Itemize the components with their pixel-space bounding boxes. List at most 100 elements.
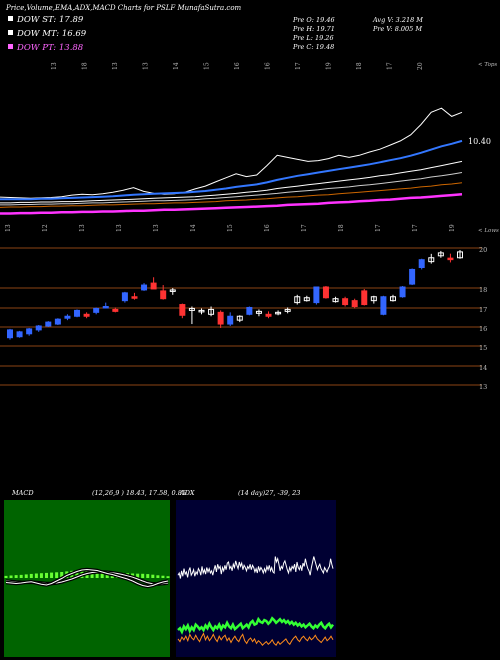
- candle-body: [7, 329, 13, 339]
- top-date-label: 16: [265, 62, 272, 70]
- candle-body: [121, 292, 128, 302]
- chart-title: Price,Volume,EMA,ADX,MACD Charts for PSL…: [5, 4, 242, 12]
- candle-body: [16, 331, 23, 338]
- chart-header: Price,Volume,EMA,ADX,MACD Charts for PSL…: [5, 4, 423, 53]
- plus-di-line: [177, 616, 335, 635]
- candle-body: [284, 308, 291, 312]
- candle-body: [54, 318, 61, 325]
- top-date-label: 13: [51, 62, 58, 70]
- candle-body: [275, 311, 282, 315]
- candle-body: [83, 313, 90, 317]
- candle-body: [351, 300, 358, 307]
- bottom-date-label: 13: [153, 224, 160, 232]
- bottom-date-label: 17: [412, 224, 419, 232]
- macd-background: [4, 500, 170, 657]
- top-date-label: 20: [417, 62, 424, 70]
- price-panel: 20 18 17 16 15 14 13: [0, 246, 487, 391]
- top-date-label: 17: [387, 62, 394, 70]
- top-date-label: 13: [112, 62, 119, 70]
- candle-body: [437, 252, 444, 257]
- candle-body: [265, 313, 272, 317]
- ema-series-line: [0, 107, 463, 199]
- candle-body: [169, 289, 176, 292]
- candle-body: [64, 315, 71, 319]
- candle-body: [313, 286, 320, 304]
- candle-body: [112, 308, 119, 312]
- adx-background: [176, 500, 336, 657]
- candle-body: [399, 286, 406, 298]
- price-tick-label: 18: [479, 286, 487, 294]
- candle-body: [246, 306, 253, 315]
- top-date-label: 13: [143, 62, 150, 70]
- candle-body: [35, 325, 42, 331]
- bottom-date-label: 17: [301, 224, 308, 232]
- adx-line: [177, 556, 334, 579]
- minus-di-line: [177, 632, 334, 646]
- candle-body: [361, 290, 368, 306]
- candle-body: [26, 328, 33, 335]
- macd-title: MACD: [11, 489, 34, 497]
- candle-body: [447, 257, 454, 261]
- ema-series-line: [0, 160, 463, 204]
- candle-body: [45, 321, 52, 327]
- price-tick-label: 14: [479, 364, 487, 372]
- stat-left: Pre C: 19.48: [292, 43, 334, 51]
- price-tick-label: 13: [479, 383, 487, 391]
- top-date-label: 16: [234, 62, 241, 70]
- price-tick-label: 20: [479, 246, 487, 254]
- ema-panel: 13 18 13 13 14 15 16 16 17 19 18 17 20 13 12 13 13 13 14 15…: [0, 62, 499, 234]
- candle-body: [342, 298, 349, 306]
- price-tick-label: 16: [479, 325, 487, 333]
- candle-body: [332, 298, 339, 303]
- top-date-label: 18: [82, 62, 89, 70]
- stat-left: Pre H: 19.71: [292, 25, 335, 33]
- adx-panel: ADX (14 day)27, -39, 23: [176, 489, 336, 657]
- lows-label: < Lows: [478, 228, 499, 234]
- candle-body: [227, 315, 234, 325]
- bottom-date-label: 15: [227, 224, 234, 232]
- candle-body: [303, 297, 310, 302]
- candle-body: [418, 259, 425, 269]
- candle-body: [322, 286, 329, 299]
- top-date-label: 19: [326, 62, 333, 70]
- ema-series-line: [0, 139, 463, 201]
- bottom-date-label: 16: [264, 224, 271, 232]
- bottom-date-label: 19: [449, 224, 456, 232]
- candle-body: [160, 290, 167, 300]
- candle-body: [457, 251, 463, 259]
- ema-series-line: [0, 172, 463, 206]
- candle-body: [370, 296, 377, 302]
- candle-body: [294, 296, 301, 304]
- bottom-date-label: 13: [79, 224, 86, 232]
- macd-panel: MACD (12,26,9 ) 18.43, 17.58, 0.85: [4, 489, 186, 657]
- candle-body: [217, 311, 224, 325]
- top-date-label: 17: [295, 62, 302, 70]
- tops-label: < Tops: [478, 62, 497, 68]
- candle-body: [131, 296, 138, 299]
- candle-body: [93, 307, 100, 313]
- macd-line: [5, 568, 169, 588]
- candle-body: [102, 306, 109, 309]
- top-date-label: 18: [356, 62, 363, 70]
- macd-params: (12,26,9 ) 18.43, 17.58, 0.85: [92, 489, 186, 497]
- legend-label: DOW MT: 16.69: [16, 29, 87, 39]
- price-tick-label: 15: [479, 344, 487, 352]
- adx-title: ADX: [179, 489, 195, 497]
- candle-body: [141, 284, 148, 291]
- bottom-date-label: 13: [116, 224, 123, 232]
- candle-body: [428, 257, 435, 263]
- ema-series-line: [0, 182, 463, 208]
- candle-body: [389, 296, 396, 302]
- candle-body: [236, 315, 243, 321]
- ema-last-value: 10.40: [468, 137, 491, 146]
- candle-body: [150, 282, 157, 290]
- legend-label: DOW PT: 13.88: [16, 43, 84, 53]
- bottom-date-label: 13: [5, 224, 12, 232]
- bottom-date-label: 17: [375, 224, 382, 232]
- legend-swatch: [8, 30, 13, 35]
- top-date-label: 15: [204, 62, 211, 70]
- stat-left: Pre O: 19.46: [292, 16, 335, 24]
- adx-params: (14 day)27, -39, 23: [238, 489, 300, 497]
